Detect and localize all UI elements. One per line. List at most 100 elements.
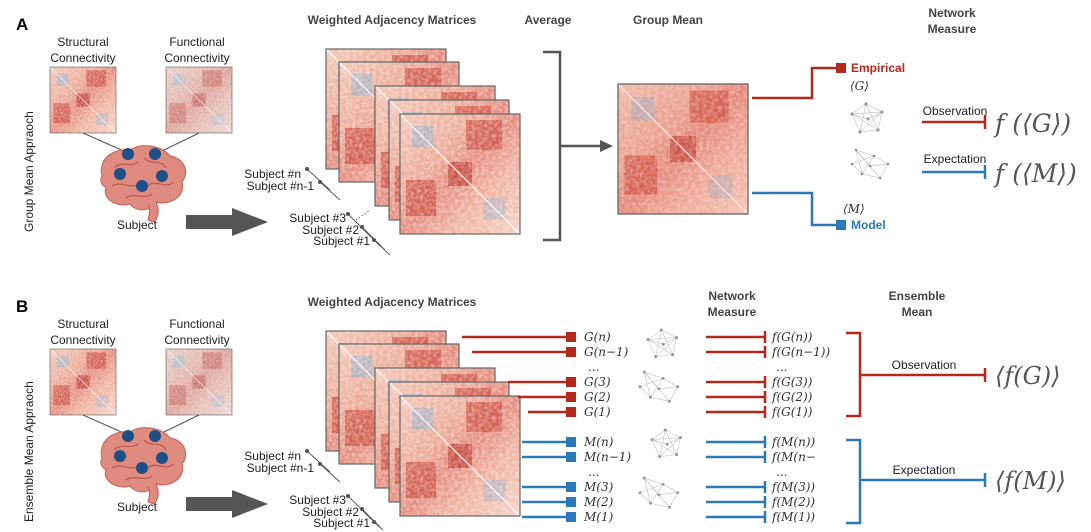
header-average: Average — [525, 13, 572, 27]
model-row-markers — [566, 437, 576, 522]
network-graph-g-n — [646, 328, 679, 359]
subject-label-a: Subject — [117, 218, 158, 232]
header-ensemble-mean-line2: Mean — [902, 305, 933, 319]
m-term: M(1) — [583, 510, 614, 524]
empirical-label: Empirical — [851, 61, 905, 75]
fm-term-list: f(M(n)) f(M(n− ... f(M(3)) f(M(2)) f(M(1… — [771, 435, 816, 524]
model-connector — [752, 191, 838, 227]
network-graph-g-1 — [638, 370, 680, 404]
header-matrices-a: Weighted Adjacency Matrices — [308, 13, 477, 27]
model-marker — [836, 220, 846, 230]
ensemble-mean-f-m: ⟨f(M)⟩ — [995, 467, 1066, 495]
panel-a-label: A — [16, 15, 28, 34]
fg-term: f(G(n−1)) — [771, 345, 830, 359]
subject-1-label-b: Subject #1 — [313, 516, 370, 530]
fg-term: f(G(1)) — [771, 405, 813, 419]
header-network-measure-b-line1: Network — [708, 289, 756, 303]
average-bracket — [543, 50, 600, 242]
brain-icon-b — [100, 427, 187, 505]
header-network-measure-b-line2: Measure — [708, 305, 757, 319]
structural-label-b-line1: Structural — [57, 317, 108, 331]
fg-term: f(G(n)) — [771, 330, 813, 344]
fg-term: f(G(2)) — [771, 390, 813, 404]
structural-label-a-line2: Connectivity — [50, 51, 115, 65]
expectation-line-a — [922, 165, 987, 179]
expectation-label-a: Expectation — [924, 152, 987, 166]
subject-3-label-a: Subject #3 — [289, 211, 346, 225]
ensemble-mean-f-g: ⟨f(G)⟩ — [995, 362, 1061, 390]
functional-label-a-line2: Connectivity — [164, 51, 229, 65]
subject-n-minus-1-label-b: Subject #n-1 — [247, 461, 315, 475]
subject-leader-lines-a — [304, 166, 391, 256]
subject-n-label-a: Subject #n — [244, 167, 301, 181]
header-ensemble-mean-line1: Ensemble — [889, 289, 946, 303]
group-mean-matrix — [618, 84, 748, 214]
structural-label-b-line2: Connectivity — [50, 333, 115, 347]
g-term: G(n−1) — [584, 345, 629, 359]
observation-label-b: Observation — [892, 358, 957, 372]
m-term: M(2) — [583, 495, 614, 509]
f-of-group-g: f (⟨G⟩) — [993, 109, 1071, 138]
empirical-connector — [752, 66, 838, 100]
g-term-ellipsis: ... — [588, 360, 599, 374]
structural-matrix-b — [50, 349, 116, 415]
subject-n-label-b: Subject #n — [244, 449, 301, 463]
functional-label-a-line1: Functional — [169, 35, 224, 49]
g-term: G(n) — [584, 330, 611, 344]
functional-matrix-b — [166, 349, 232, 415]
network-graph-m-n — [650, 428, 683, 459]
f-of-group-m: f (⟨M⟩) — [993, 159, 1077, 188]
header-network-measure-a-line1: Network — [928, 6, 976, 20]
structural-label-a-line1: Structural — [57, 35, 108, 49]
functional-label-b-line1: Functional — [169, 317, 224, 331]
fm-term: f(M(3)) — [771, 480, 815, 494]
subject-label-b: Subject — [117, 500, 158, 514]
matrix-stack-b — [326, 331, 520, 516]
fm-term: f(M(1)) — [771, 510, 815, 524]
matrix-stack-a — [326, 49, 520, 234]
observation-line-a — [922, 115, 987, 129]
model-label: Model — [851, 218, 886, 232]
subject-arrow-b — [186, 490, 268, 518]
subject-leader-lines-b — [304, 448, 384, 531]
g-term: G(1) — [584, 405, 611, 419]
brain-connector-lines-a — [82, 132, 200, 153]
fg-term-list: f(G(n)) f(G(n−1)) ... f(G(3)) f(G(2)) f(… — [771, 330, 830, 419]
average-arrowhead — [600, 140, 613, 152]
subject-2-label-a: Subject #2 — [302, 223, 359, 237]
panel-b-label: B — [16, 297, 28, 316]
empirical-row-markers — [566, 332, 576, 417]
network-graph-model-a — [850, 148, 890, 180]
g-term: G(2) — [584, 390, 611, 404]
observation-label-a: Observation — [923, 104, 988, 118]
fm-term: f(M(n)) — [771, 435, 816, 449]
network-graph-empirical-a — [849, 101, 885, 135]
functional-label-b-line2: Connectivity — [164, 333, 229, 347]
brain-icon-a — [100, 145, 187, 223]
fm-term: f(M(2)) — [771, 495, 815, 509]
subject-arrow-a — [186, 208, 268, 236]
fm-term-ellipsis: ... — [776, 465, 787, 479]
g-term-list: G(n) G(n−1) ... G(3) G(2) G(1) — [584, 330, 629, 419]
panel-b-side-label: Ensemble Mean Appraoch — [22, 381, 36, 522]
header-matrices-b: Weighted Adjacency Matrices — [308, 295, 477, 309]
model-rows — [522, 436, 987, 525]
panel-a-side-label: Group Mean Appraoch — [22, 111, 36, 232]
empirical-marker — [836, 63, 846, 73]
group-m-symbol: ⟨M⟩ — [843, 202, 865, 216]
subject-3-label-b: Subject #3 — [289, 493, 346, 507]
header-group-mean: Group Mean — [633, 13, 703, 27]
subject-1-label-a: Subject #1 — [313, 234, 370, 248]
m-term-list: M(n) M(n−1) ... M(3) M(2) M(1) — [583, 435, 631, 524]
m-term: M(n−1) — [583, 450, 631, 464]
m-term-ellipsis: ... — [588, 465, 599, 479]
functional-matrix-a — [166, 67, 232, 133]
subject-2-label-b: Subject #2 — [302, 505, 359, 519]
group-g-symbol: ⟨G⟩ — [850, 79, 869, 93]
expectation-label-b: Expectation — [893, 463, 956, 477]
g-term: G(3) — [584, 375, 611, 389]
brain-connector-lines-b — [82, 414, 200, 435]
fm-term: f(M(n− — [771, 450, 816, 464]
fg-term: f(G(3)) — [771, 375, 813, 389]
